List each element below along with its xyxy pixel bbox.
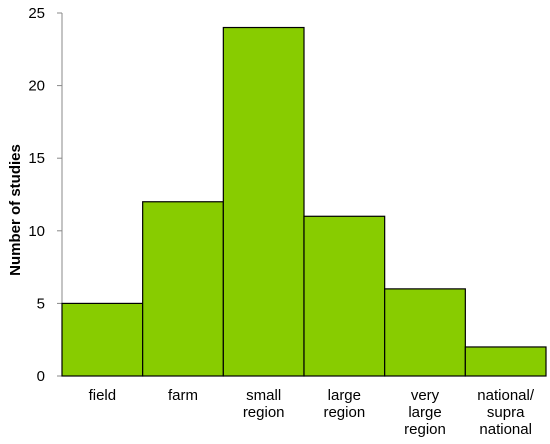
bars: [61, 26, 547, 377]
y-tick-label: 20: [28, 78, 45, 95]
y-tick-label: 5: [37, 295, 45, 312]
y-tick-label: 0: [37, 368, 45, 385]
bar: [384, 288, 466, 377]
bar: [303, 215, 386, 377]
bar: [61, 302, 144, 377]
y-tick-label: 15: [28, 150, 45, 167]
bar: [142, 201, 224, 377]
y-axis-title: Number of studies: [7, 144, 24, 276]
x-category-label: large region: [323, 387, 365, 421]
x-category-label: national/supra national: [477, 387, 535, 438]
y-tick-label: 10: [28, 223, 45, 240]
x-axis-labels: field farm small region large region very large…: [89, 387, 535, 438]
x-category-label: farm: [168, 387, 198, 404]
x-category-label: small region: [243, 387, 285, 421]
x-category-label: very large region: [404, 387, 446, 438]
x-category-label: field: [89, 387, 117, 404]
bar: [464, 346, 547, 377]
y-axis: 0 5 10 15 20 25: [28, 5, 63, 385]
bar: [222, 26, 305, 377]
y-tick-label: 25: [28, 5, 45, 22]
